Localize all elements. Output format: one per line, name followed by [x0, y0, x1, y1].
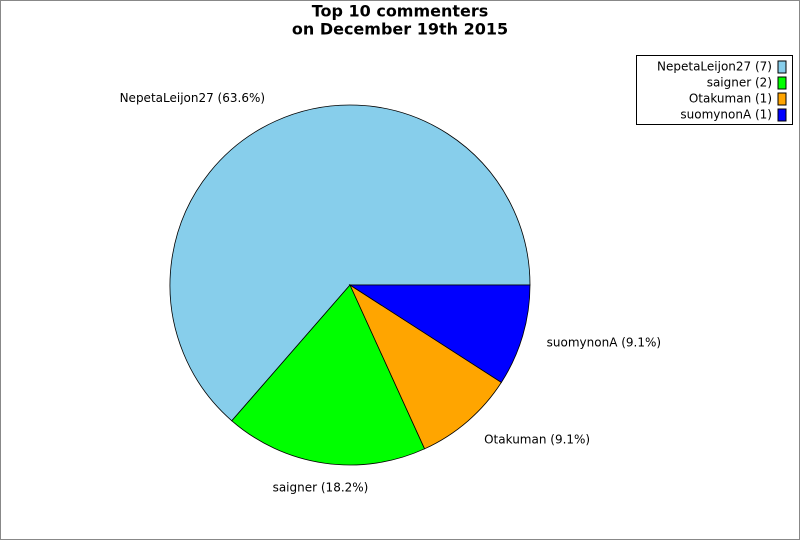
pie-slice: [349, 283, 502, 450]
chart-title: on December 19th 2015: [292, 20, 508, 39]
legend-swatch: [777, 60, 787, 74]
legend-swatch: [777, 92, 787, 106]
pie-slice: [348, 284, 531, 383]
legend-swatch: [777, 108, 787, 122]
slice-label: saigner (18.2%): [273, 480, 369, 494]
legend-label: saigner (2): [707, 76, 772, 90]
legend-label: NepetaLeijon27 (7): [657, 60, 772, 74]
pie-slice: [231, 284, 426, 466]
slice-label: Otakuman (9.1%): [484, 433, 590, 447]
legend-label: suomynonA (1): [680, 108, 772, 122]
legend-box: [636, 55, 793, 125]
pie-slice: [169, 104, 531, 422]
legend-label: Otakuman (1): [689, 92, 772, 106]
slice-label: NepetaLeijon27 (63.6%): [120, 91, 265, 105]
slice-label: suomynonA (9.1%): [547, 335, 661, 349]
chart-title: Top 10 commenters: [312, 2, 489, 21]
legend-swatch: [777, 76, 787, 90]
